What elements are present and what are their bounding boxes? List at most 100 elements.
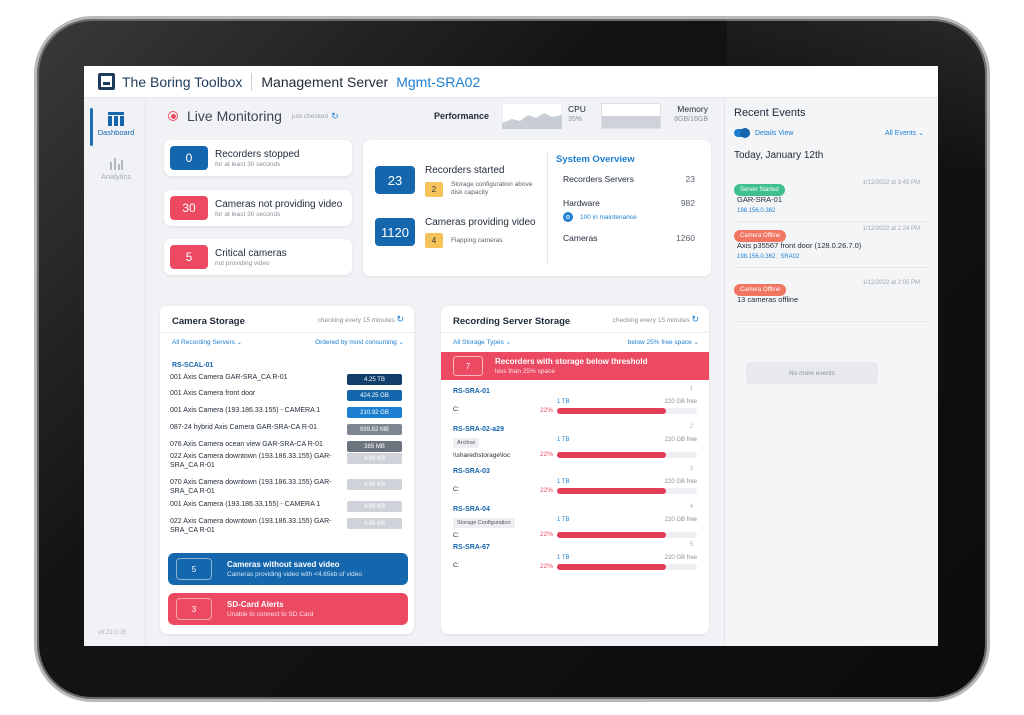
table-row[interactable]: 022 Axis Camera downtown (193.186.33.155…	[160, 452, 414, 469]
event-type-badge: Camera Offline	[734, 230, 787, 242]
event-ip-link[interactable]: 198.156.0.362	[737, 208, 776, 214]
server-name[interactable]: RS-SRA-03	[453, 468, 490, 475]
analytics-icon	[110, 158, 123, 170]
storage-size-badge: 424.25 GB	[347, 390, 402, 401]
no-more-events-button[interactable]: No more events	[746, 362, 878, 384]
server-name-link[interactable]: Mgmt-SRA02	[396, 73, 481, 90]
row-index: 3	[689, 466, 693, 472]
sidebar-active-indicator	[90, 108, 93, 146]
refresh-icon[interactable]: ↻	[691, 314, 699, 324]
recorders-started-title: Recorders started	[425, 165, 505, 176]
storage-threshold-banner[interactable]: 7 Recorders with storage below threshold…	[441, 352, 709, 380]
live-monitoring-header: Live Monitoring just checked ↻	[168, 108, 339, 124]
order-dropdown[interactable]: Ordered by most consuming ⌄	[315, 339, 404, 346]
chevron-down-icon: ⌄	[505, 339, 512, 346]
summary-card: 23 Recorders started 2 Storage configura…	[363, 140, 711, 276]
storage-percent: 22%	[540, 487, 554, 494]
chevron-down-icon: ⌄	[918, 130, 924, 137]
server-name[interactable]: RS-SRA-04	[453, 506, 490, 513]
cpu-sparkline	[502, 103, 562, 129]
last-checked-text: just checked	[291, 112, 329, 120]
alert-sub: Cameras providing video with <4.65kb of …	[227, 571, 362, 578]
table-row[interactable]: 001 Axis Camera (193.186.33.155) - CAMER…	[160, 406, 414, 422]
storage-path: C:	[453, 562, 460, 569]
overview-label-recorders: Recorders Servers	[563, 174, 634, 184]
maintenance-text: 100 in maintenance	[580, 213, 637, 221]
event-item[interactable]: Camera Offline 1/12/2022 at 2:24 PM Axis p…	[734, 224, 930, 268]
header-divider	[251, 72, 253, 91]
camera-storage-checking: checking every 15 minutes ↻	[317, 314, 404, 324]
storage-size-badge: 4.25 TB	[347, 374, 402, 385]
camera-name: 076 Axis Camera ocean view GAR-SRA-CA R-…	[170, 441, 323, 448]
camera-name: 087-24 hybrid Axis Camera GAR-SRA-CA R-0…	[170, 424, 318, 431]
event-item[interactable]: Camera Offline 1/12/2022 at 2:05 PM 13 cam…	[734, 278, 930, 322]
camera-name: 001 Axis Camera front door	[170, 390, 256, 397]
server-name[interactable]: RS-SRA-67	[453, 544, 490, 551]
table-row[interactable]: 070 Axis Camera downtown (193.186.33.155…	[160, 478, 414, 495]
recent-events-panel: Recent Events Details View All Events ⌄ …	[724, 98, 938, 646]
storage-config-warning[interactable]: 2 Storage configuration above disk capac…	[425, 181, 535, 197]
recording-servers-filter[interactable]: All Recording Servers ⌄	[172, 339, 243, 346]
recorders-stopped-card[interactable]: 0 Recorders stopped for at least 30 seco…	[164, 140, 352, 176]
event-item[interactable]: Server Started 1/12/2022 at 3:45 PM GAR-SR…	[734, 178, 930, 222]
events-filter-dropdown[interactable]: All Events ⌄	[885, 130, 924, 137]
rs-storage-row[interactable]: RS-SRA-04 4 Storage Configuration C: 1 TB 220…	[441, 504, 709, 542]
cameras-not-providing-card[interactable]: 30 Cameras not providing video for at le…	[164, 190, 352, 226]
maintenance-link[interactable]: ⚙ 100 in maintenance	[563, 212, 637, 222]
critical-cameras-card[interactable]: 5 Critical cameras not providing video	[164, 239, 352, 275]
table-row[interactable]: 087-24 hybrid Axis Camera GAR-SRA-CA R-0…	[160, 423, 414, 439]
storage-total: 1 TB	[557, 399, 570, 405]
alert-sub: Unable to connect to SD Card	[227, 611, 314, 618]
recorders-stopped-count: 0	[170, 146, 208, 170]
storage-free: 220 GB free	[664, 399, 697, 405]
threshold-dropdown[interactable]: below 25% free space ⌄	[627, 339, 699, 346]
alert-count: 3	[176, 598, 212, 620]
storage-usage-bar	[557, 532, 697, 538]
cpu-label: CPU	[568, 104, 586, 114]
sidebar-item-dashboard[interactable]: Dashboard	[94, 112, 138, 137]
server-name[interactable]: RS-SRA-02-a29	[453, 426, 504, 433]
table-row[interactable]: 001 Axis Camera front door 424.25 GB	[160, 389, 414, 405]
storage-total: 1 TB	[557, 437, 570, 443]
recorders-stopped-title: Recorders stopped	[215, 149, 300, 160]
rs-storage-row[interactable]: RS-SRA-02-a29 2 Archive \\shared\storage\lo…	[441, 424, 709, 462]
sidebar-item-label: Dashboard	[97, 128, 135, 137]
table-row[interactable]: 076 Axis Camera ocean view GAR-SRA-CA R-…	[160, 440, 414, 456]
server-name[interactable]: RS-SRA-01	[453, 388, 490, 395]
table-row[interactable]: 001 Axis Camera (193.186.33.155) - CAMER…	[160, 500, 414, 516]
camera-name: 001 Axis Camera (193.186.33.155) - CAMER…	[170, 407, 321, 414]
memory-value: 8GB/16GB	[674, 116, 708, 123]
storage-types-filter[interactable]: All Storage Types ⌄	[453, 339, 512, 346]
sd-card-alert[interactable]: 3 SD-Card Alerts Unable to connect to SD…	[168, 593, 408, 625]
details-view-toggle[interactable]: Details View	[734, 128, 793, 138]
critical-cameras-title: Critical cameras	[215, 248, 287, 259]
top-bar: The Boring Toolbox Management Server Mgm…	[84, 66, 938, 98]
refresh-icon[interactable]: ↻	[396, 314, 404, 324]
rs-storage-row[interactable]: RS-SRA-67 5 C: 1 TB 220 GB free 22%	[441, 542, 709, 580]
rs-storage-row[interactable]: RS-SRA-03 3 C: 1 TB 220 GB free 22%	[441, 466, 709, 504]
storage-path: C:	[453, 486, 460, 493]
row-index: 5	[689, 542, 693, 548]
camera-storage-title: Camera Storage	[172, 316, 245, 327]
storage-usage-bar	[557, 564, 697, 570]
alert-title: Cameras without saved video	[227, 560, 340, 569]
overview-label-hardware: Hardware	[563, 198, 600, 208]
refresh-icon[interactable]: ↻	[331, 110, 339, 121]
cameras-not-providing-count: 30	[170, 196, 208, 220]
overview-value-recorders: 23	[685, 174, 695, 184]
critical-cameras-sub: not providing video	[215, 260, 270, 267]
event-ip-link[interactable]: 198.156.0.362 | SRA02	[737, 254, 800, 260]
row-index: 2	[689, 424, 693, 430]
row-index: 1	[689, 386, 693, 392]
flapping-cameras-warning[interactable]: 4 Flapping cameras	[425, 233, 503, 248]
storage-config-badge: 2	[425, 181, 443, 197]
table-row[interactable]: 022 Axis Camera downtown (193.186.33.155…	[160, 517, 414, 534]
rs-storage-row[interactable]: RS-SRA-01 1 C: 1 TB 220 GB free 22%	[441, 386, 709, 424]
storage-usage-fill	[557, 532, 667, 538]
cameras-without-video-alert[interactable]: 5 Cameras without saved video Cameras pr…	[168, 553, 408, 585]
storage-usage-bar	[557, 452, 697, 458]
table-row[interactable]: 001 Axis Camera GAR-SRA_CA R-01 4.25 TB	[160, 373, 414, 389]
storage-path: C:	[453, 532, 460, 539]
sidebar-item-analytics[interactable]: Analytics	[94, 156, 138, 181]
chevron-down-icon: ⌄	[236, 339, 243, 346]
